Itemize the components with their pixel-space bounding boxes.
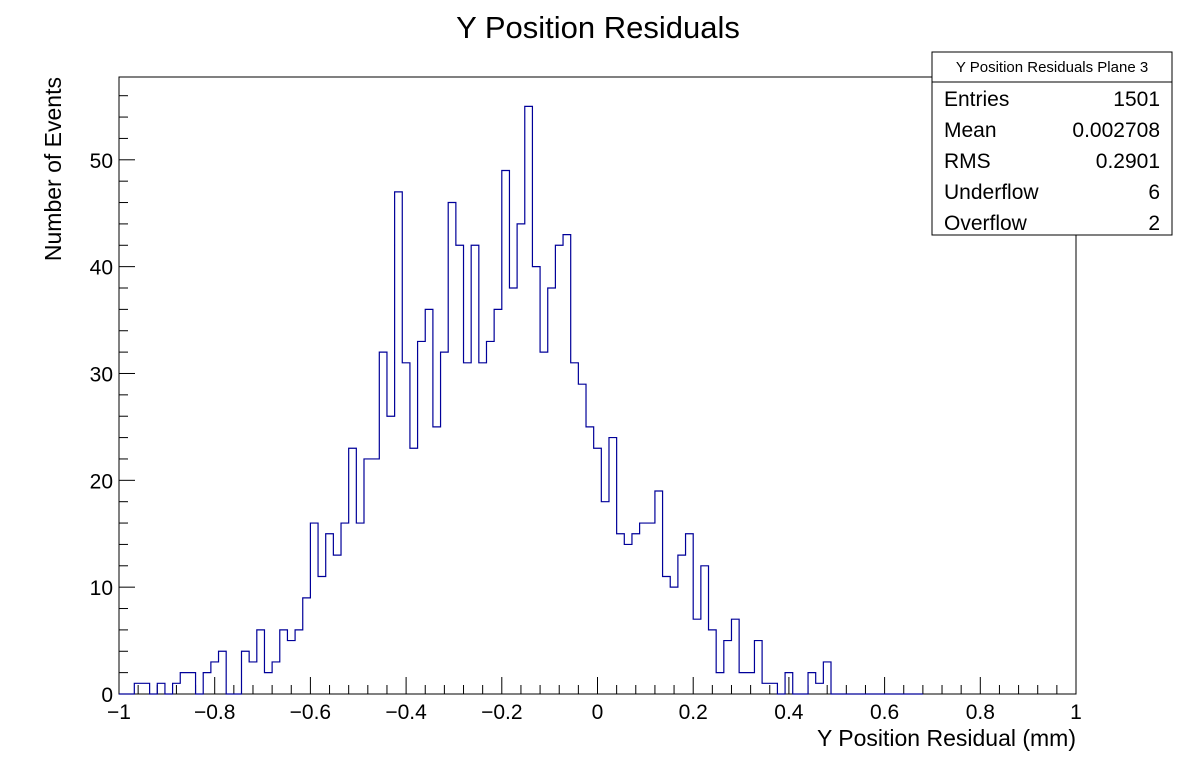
stats-row-label: Mean bbox=[944, 119, 997, 142]
stats-row-label: RMS bbox=[944, 150, 991, 173]
stats-box-frame bbox=[931, 51, 1173, 236]
stats-row-label: Overflow bbox=[944, 212, 1028, 235]
x-tick-label: 0.4 bbox=[774, 701, 804, 724]
stats-row-label: Entries bbox=[944, 88, 1009, 111]
x-tick-label: 0 bbox=[592, 701, 604, 724]
stats-row-value: 2 bbox=[1148, 212, 1160, 235]
histogram-line bbox=[119, 105, 923, 695]
stats-row-value: 0.002708 bbox=[1072, 119, 1160, 142]
x-tick-label: −0.6 bbox=[290, 701, 331, 724]
x-tick-label: 0.6 bbox=[870, 701, 899, 724]
x-tick-label: −0.4 bbox=[385, 701, 427, 724]
x-tick-label: −1 bbox=[107, 701, 131, 724]
y-tick-label: 40 bbox=[90, 257, 113, 280]
y-tick-label: 50 bbox=[90, 150, 113, 173]
x-axis-label: Y Position Residual (mm) bbox=[817, 725, 1076, 751]
x-tick-label: −0.8 bbox=[194, 701, 235, 724]
x-tick-label: 0.2 bbox=[679, 701, 708, 724]
y-tick-label: 0 bbox=[101, 684, 113, 707]
stats-rows: Entries 1501 Mean 0.002708 RMS 0.2901 Underflo… bbox=[944, 88, 1160, 235]
stats-row-value: 6 bbox=[1148, 181, 1160, 204]
y-axis-label: Number of Events bbox=[40, 77, 66, 261]
y-tick-label: 20 bbox=[90, 470, 113, 493]
y-tick-label: 10 bbox=[90, 577, 113, 600]
stats-box: Y Position Residuals Plane 3 Entries 1501… bbox=[931, 51, 1173, 236]
stats-row-label: Underflow bbox=[944, 181, 1039, 204]
y-tick-label: 30 bbox=[90, 363, 113, 386]
x-tick-label: −0.2 bbox=[481, 701, 522, 724]
stats-row-value: 0.2901 bbox=[1096, 150, 1160, 173]
x-tick-label: 0.8 bbox=[966, 701, 995, 724]
stats-box-title: Y Position Residuals Plane 3 bbox=[956, 59, 1148, 76]
x-tick-label: 1 bbox=[1070, 701, 1082, 724]
stats-row-value: 1501 bbox=[1113, 88, 1160, 111]
chart-title: Y Position Residuals bbox=[456, 10, 740, 45]
axis-tick-labels: −1 −0.8 −0.6 −0.4 −0.2 0 0.2 0.4 0.6 0.8 101020304… bbox=[90, 150, 1082, 724]
